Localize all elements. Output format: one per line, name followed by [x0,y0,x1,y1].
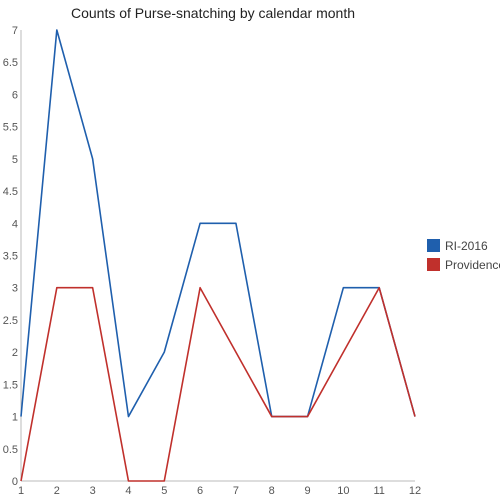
legend-label-ri-2016: RI-2016 [445,239,488,253]
y-tick-label: 5.5 [3,122,18,134]
legend-label-providence: Providence [445,258,500,272]
y-tick-label: 6 [12,89,18,101]
x-tick-label: 2 [54,485,60,497]
x-tick-label: 10 [337,485,349,497]
x-tick-label: 4 [125,485,131,497]
y-tick-label: 7 [12,25,18,37]
y-tick-label: 4.5 [3,186,18,198]
y-tick-label: 2.5 [3,315,18,327]
y-axis-ticks: 0 0.5 1 1.5 2 2.5 3 3.5 4 4.5 5 5.5 6 6.5 7 [3,25,18,488]
x-tick-label: 9 [304,485,310,497]
chart-title: Counts of Purse-snatching by calendar mo… [71,5,355,21]
y-tick-label: 3.5 [3,251,18,263]
y-tick-label: 1 [12,412,18,424]
y-tick-label: 0 [12,476,18,488]
x-tick-label: 12 [409,485,421,497]
legend: RI-2016 Providence [427,239,500,272]
x-tick-label: 3 [90,485,96,497]
x-tick-label: 7 [233,485,239,497]
x-tick-label: 8 [269,485,275,497]
axes [20,30,415,482]
x-tick-label: 5 [161,485,167,497]
series-line-ri-2016 [20,29,416,418]
y-tick-label: 4 [12,218,18,230]
x-tick-label: 11 [373,485,384,497]
y-tick-label: 3 [12,283,18,295]
series-group [20,29,416,482]
x-axis-ticks: 1 2 3 4 5 6 7 8 9 10 11 12 [18,485,421,497]
legend-swatch-ri-2016 [427,239,440,252]
y-tick-label: 6.5 [3,57,18,69]
y-tick-label: 2 [12,347,18,359]
x-tick-label: 1 [18,485,24,497]
x-tick-label: 6 [197,485,203,497]
y-tick-label: 0.5 [3,444,18,456]
y-tick-label: 1.5 [3,379,18,391]
legend-swatch-providence [427,258,440,271]
series-line-providence [20,286,416,482]
y-tick-label: 5 [12,154,18,166]
